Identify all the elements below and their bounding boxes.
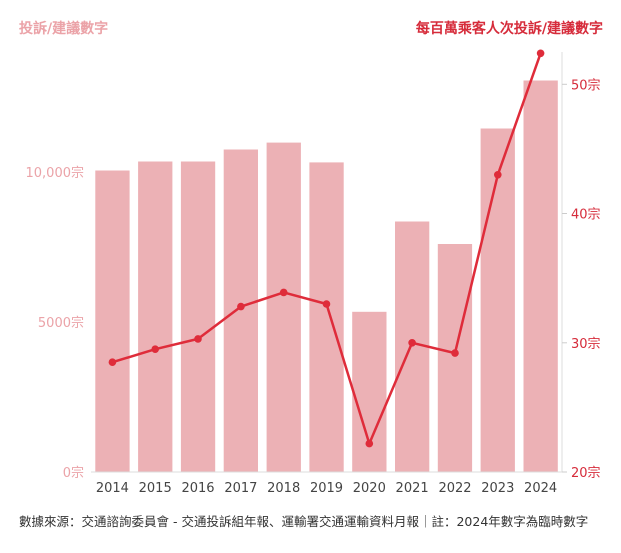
source-note: 數據來源：交通諮詢委員會 - 交通投訴組年報、運輸署交通運輸資料月報｜註：202… bbox=[19, 514, 589, 529]
left-tick-label: 5000宗 bbox=[38, 315, 84, 331]
left-tick-label: 0宗 bbox=[63, 465, 84, 481]
x-axis: 2014 2015 2016 2017 2018 2019 2020 2021 2022 2023… bbox=[96, 481, 557, 496]
right-tick-label: 30宗 bbox=[571, 336, 601, 352]
left-axis-title: 投訴/建議數字 bbox=[19, 20, 108, 37]
bar-series bbox=[95, 80, 558, 472]
line-point-2017 bbox=[237, 302, 245, 311]
line-series bbox=[108, 49, 545, 448]
x-tick-label-2015: 2015 bbox=[139, 481, 172, 496]
left-tick-label: 10,000宗 bbox=[26, 165, 85, 181]
x-tick-label-2019: 2019 bbox=[310, 481, 343, 496]
bar-2023 bbox=[480, 128, 515, 472]
line-point-2021 bbox=[408, 339, 416, 347]
x-tick-label-2018: 2018 bbox=[267, 481, 300, 496]
line-point-2024 bbox=[536, 49, 545, 58]
right-axis: 20宗 30宗 40宗 50宗 bbox=[562, 77, 601, 481]
right-tick-label: 50宗 bbox=[571, 77, 601, 93]
right-tick-label: 40宗 bbox=[571, 207, 601, 223]
right-tick-label: 20宗 bbox=[571, 465, 601, 481]
line-point-2020 bbox=[365, 439, 374, 448]
bar-2019 bbox=[309, 162, 344, 472]
x-tick-label-2016: 2016 bbox=[181, 481, 214, 496]
x-tick-label-2021: 2021 bbox=[396, 481, 429, 496]
line-point-2019 bbox=[322, 300, 331, 308]
bar-2024 bbox=[523, 80, 558, 472]
bar-2016 bbox=[180, 161, 216, 472]
x-tick-label-2023: 2023 bbox=[481, 481, 514, 496]
line-point-2023 bbox=[494, 171, 502, 179]
bar-2014 bbox=[95, 170, 130, 472]
x-tick-label-2014: 2014 bbox=[96, 481, 129, 496]
bar-2018 bbox=[266, 142, 301, 472]
line-point-2022 bbox=[451, 349, 459, 357]
bar-2017 bbox=[223, 149, 258, 472]
line-point-2018 bbox=[279, 288, 288, 297]
bar-2022 bbox=[437, 244, 473, 472]
x-tick-label-2024: 2024 bbox=[524, 481, 557, 496]
x-tick-label-2017: 2017 bbox=[224, 481, 257, 496]
x-tick-label-2020: 2020 bbox=[353, 481, 386, 496]
line-point-2015 bbox=[151, 345, 159, 354]
right-axis-title: 每百萬乘客人次投訴/建議數字 bbox=[416, 20, 603, 37]
bar-2020 bbox=[352, 311, 387, 472]
left-axis: 0宗 5000宗 10,000宗 bbox=[26, 165, 85, 481]
line-point-2016 bbox=[194, 335, 202, 343]
x-tick-label-2022: 2022 bbox=[438, 481, 471, 496]
line-point-2014 bbox=[108, 358, 117, 367]
bar-2015 bbox=[138, 161, 173, 472]
